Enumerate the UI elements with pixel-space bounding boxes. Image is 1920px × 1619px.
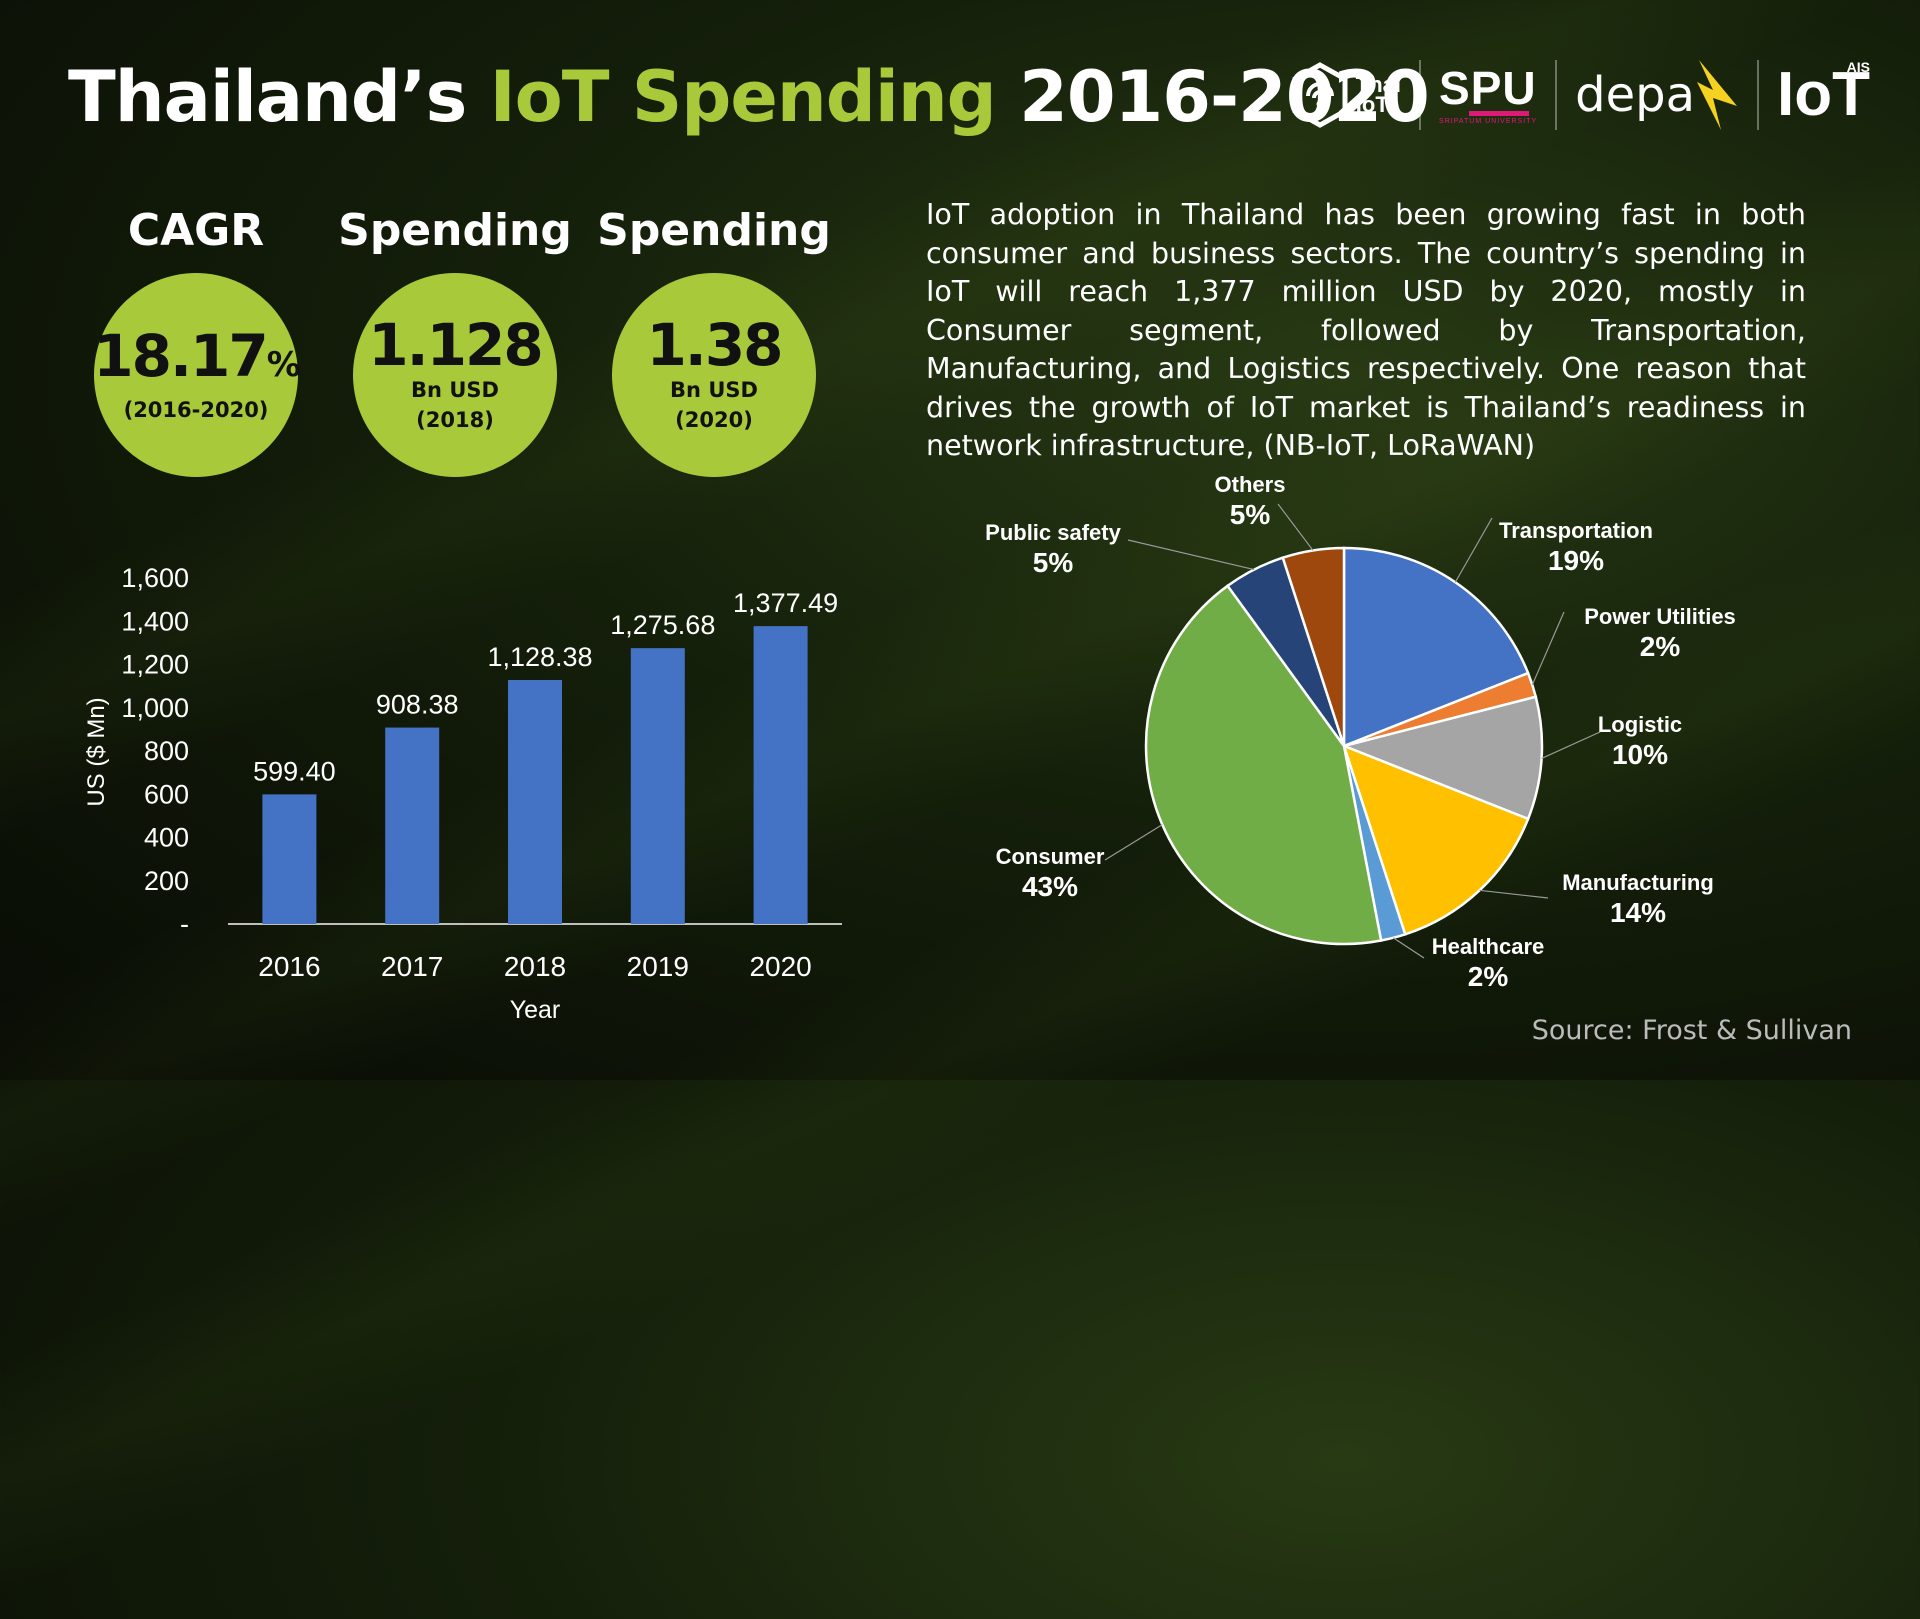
- description-text: IoT adoption in Thailand has been growin…: [926, 198, 1806, 462]
- bar-2017: [385, 727, 440, 924]
- x-tick-label-2017: 2017: [381, 951, 443, 982]
- thaiiot-line-2: IoT: [1355, 92, 1389, 117]
- pie-label-transportation: Transportation: [1499, 518, 1653, 543]
- y-tick-label-4: 800: [144, 736, 189, 766]
- pie-pct-public-safety: 5%: [1033, 547, 1074, 578]
- stat-label-spending-2018: Spending: [338, 205, 572, 256]
- leader-line-healthcare: [1392, 937, 1425, 959]
- bar-value-label-2019: 1,275.68: [610, 610, 715, 640]
- depa-logo: depa: [1575, 58, 1739, 132]
- bar-2016: [262, 794, 317, 924]
- y-tick-label-6: 1,200: [121, 650, 189, 680]
- bar-2020: [753, 626, 808, 924]
- spu-wordmark: SPU: [1439, 62, 1537, 114]
- pie-slice-logistic: [1339, 695, 1544, 821]
- stat-caption-cagr: (2016-2020): [123, 397, 269, 422]
- stat-label-spending-2020: Spending: [597, 205, 831, 256]
- y-tick-label-2: 400: [144, 823, 189, 853]
- x-tick-label-2020: 2020: [749, 951, 811, 982]
- bar-value-label-2020: 1,377.49: [733, 588, 838, 618]
- pie-slice-transportation: [1342, 546, 1530, 748]
- leader-line-consumer: [1104, 824, 1163, 861]
- stat-value-spending-2018: 1.128: [368, 311, 543, 379]
- leader-line-logistic: [1541, 731, 1601, 759]
- stat-value-cagr: 18.17: [93, 321, 268, 390]
- stat-suffix-cagr: %: [266, 344, 301, 385]
- bar-2019: [630, 648, 685, 924]
- leader-line-transportation: [1454, 517, 1493, 583]
- stat-year-spending-2020: (2020): [675, 408, 753, 432]
- spu-logo: SPU SRIPATUM UNIVERSITY: [1439, 65, 1537, 125]
- partner-logos: Thai IoT SPU SRIPATUM UNIVERSITY depa AIS…: [1290, 50, 1870, 140]
- y-tick-label-7: 1,400: [121, 606, 189, 636]
- pie-pct-manufacturing: 14%: [1610, 897, 1666, 928]
- ais-iot-wordmark: IoT: [1777, 60, 1870, 129]
- bar-value-label-2017: 908.38: [376, 690, 459, 720]
- x-tick-label-2016: 2016: [258, 951, 320, 982]
- x-tick-label-2019: 2019: [627, 951, 689, 982]
- thaiiot-shield-icon: [1292, 62, 1348, 128]
- pie-pct-healthcare: 2%: [1468, 961, 1509, 992]
- stat-unit-spending-2018: Bn USD: [411, 378, 499, 402]
- source-note: Source: Frost & Sullivan: [1531, 1015, 1852, 1046]
- leader-line-others: [1277, 503, 1314, 551]
- pie-pct-others: 5%: [1230, 499, 1271, 530]
- y-tick-label-8: 1,600: [121, 563, 189, 593]
- y-tick-label-1: 200: [144, 866, 189, 896]
- pie-pct-consumer: 43%: [1022, 871, 1078, 902]
- pie-label-others: Others: [1215, 472, 1286, 497]
- ais-iot-logo: AIS IoT: [1777, 59, 1870, 126]
- pie-label-consumer: Consumer: [996, 844, 1105, 869]
- pie-label-logistic: Logistic: [1598, 712, 1682, 737]
- leader-line-public-safety: [1127, 539, 1255, 571]
- bar-value-label-2016: 599.40: [253, 756, 336, 786]
- pie-pct-power-utilities: 2%: [1640, 631, 1681, 662]
- stat-unit-spending-2020: Bn USD: [670, 378, 758, 402]
- ais-label: AIS: [1846, 59, 1870, 75]
- y-tick-label-3: 600: [144, 779, 189, 809]
- pie-label-power-utilities: Power Utilities: [1584, 604, 1736, 629]
- thaiiot-logo: Thai IoT: [1290, 62, 1401, 128]
- page-title: Thailand’s IoT Spending 2016-2020: [68, 56, 1430, 138]
- stat-label-cagr: CAGR: [127, 205, 265, 256]
- title-part-1: Thailand’s: [68, 56, 490, 138]
- depa-wordmark: depa: [1575, 67, 1696, 123]
- leader-line-power-utilities: [1531, 611, 1565, 686]
- stat-year-spending-2018: (2018): [416, 408, 494, 432]
- y-axis-title: US ($ Mn): [83, 697, 110, 806]
- leader-line-manufacturing: [1479, 889, 1549, 899]
- y-tick-label-5: 1,000: [121, 693, 189, 723]
- bar-2018: [508, 679, 562, 924]
- x-axis-title: Year: [510, 996, 561, 1024]
- x-tick-label-2018: 2018: [504, 951, 566, 982]
- pie-slice-others: [1281, 546, 1346, 747]
- depa-arrow-icon: [1697, 60, 1738, 130]
- pie-label-manufacturing: Manufacturing: [1562, 870, 1714, 895]
- stat-circle-spending-2020: 1.38 Bn USD (2020): [612, 273, 816, 477]
- bar-value-label-2018: 1,128.38: [487, 642, 592, 672]
- pie-label-public-safety: Public safety: [985, 520, 1121, 545]
- title-part-2: IoT Spending: [489, 56, 997, 138]
- y-tick-label-0: -: [180, 909, 189, 939]
- pie-pct-transportation: 19%: [1548, 545, 1604, 576]
- stat-circle-spending-2018: 1.128 Bn USD (2018): [353, 273, 557, 477]
- bar-chart: - 200 400 600 800 1,000 1,200 1,400 1,600 599.40 2…: [83, 563, 842, 1024]
- stat-circle-cagr: 18.17% (2016-2020): [93, 273, 301, 477]
- pie-pct-logistic: 10%: [1612, 739, 1668, 770]
- title-part-3: 2016-2020: [995, 56, 1430, 138]
- spu-subtitle: SRIPATUM UNIVERSITY: [1439, 118, 1538, 125]
- pie-slice-consumer: [1144, 584, 1383, 946]
- thaiiot-line-1: Thai: [1355, 72, 1402, 97]
- stat-value-spending-2020: 1.38: [646, 311, 783, 379]
- pie-label-healthcare: Healthcare: [1432, 934, 1545, 959]
